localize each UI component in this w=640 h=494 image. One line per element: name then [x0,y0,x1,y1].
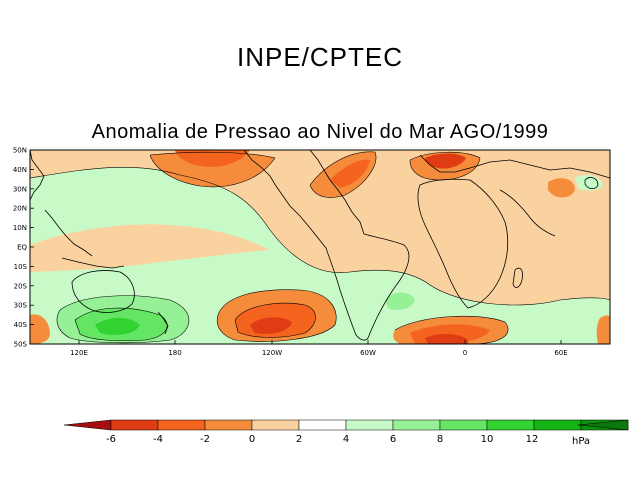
contour-lines [30,151,610,344]
colorbar-tick-label: 10 [481,434,494,445]
colorbar-segment [345,419,394,431]
colorbar-tick-label: 2 [296,434,302,445]
longitude-labels: 120E 180 120W 60W 0 60E [70,349,568,357]
madagascar [512,267,523,288]
lat-label: 40S [14,321,28,329]
colorbar-segment [486,419,535,431]
eurasia [419,154,610,179]
colorbar-segment [577,419,629,431]
neg-anomaly-tasman-core [95,317,140,335]
pos-anomaly-europe-core [425,153,466,169]
lon-label: 0 [463,349,467,357]
lat-label: 20N [13,205,27,213]
colorbar-tick-label: 4 [343,434,349,445]
colorbar: -6 -4 -2 0 2 4 6 8 10 12 hPa [63,419,629,447]
colorbar-tick-label: -2 [200,434,210,445]
colorbar-tick-label: 0 [249,434,255,445]
lat-label: 40N [13,166,27,174]
neg-anomaly-asia-small [575,174,603,191]
lat-label: 30N [13,185,27,193]
map-title: Anomalia de Pressao ao Nivel do Mar AGO/… [91,121,549,143]
colorbar-tick-label: 12 [526,434,539,445]
lon-label: 60W [360,349,376,357]
se-asia-coast [44,209,93,257]
colorbar-tick-label: 8 [437,434,443,445]
latitude-labels: 50N 40N 30N 20N 10N EQ 10S 20S 30S 40S 5… [13,147,28,349]
lat-label: 30S [14,302,28,310]
colorbar-segments [63,419,629,431]
colorbar-units: hPa [572,436,590,447]
colorbar-segment [251,419,300,431]
coastlines [30,150,610,341]
pos-anomaly-north-atlantic-core [330,159,370,188]
pos-anomaly-asia [548,178,575,198]
lat-label: 10N [13,224,27,232]
lon-label: 120W [262,349,282,357]
pos-anomaly-west-pacific [30,224,270,272]
lat-label: 10S [14,263,28,271]
colorbar-segment [439,419,488,431]
lat-label: 50N [13,147,27,155]
australia [71,270,135,313]
indonesia [61,257,125,269]
lat-label: 50S [14,341,28,349]
colorbar-segment [392,419,441,431]
inland-sea [584,177,599,190]
neg-anomaly-north-pacific [77,187,208,215]
colorbar-segment [63,419,112,431]
colorbar-segment [298,419,347,431]
axis-ticks [30,149,562,345]
lon-label: 120E [70,349,88,357]
colorbar-tick-label: -6 [106,434,116,445]
north-america-west [243,150,327,249]
colorbar-segment [110,419,159,431]
pos-anomaly-north-pacific-core [175,150,250,167]
new-zealand [157,311,169,335]
lat-label: EQ [17,244,27,252]
pos-anomaly-north-pacific [150,152,275,187]
colorbar-tick-label: 6 [390,434,396,445]
colorbar-tick-label: -4 [153,434,163,445]
colorbar-segment [157,419,206,431]
south-america [325,233,410,341]
lon-label: 180 [168,349,181,357]
colorbar-segment [533,419,582,431]
colorbar-segment [204,419,253,431]
header-title: INPE/CPTEC [236,42,404,72]
pos-anomaly-south-atlantic-core [425,334,468,344]
anomaly-field [30,150,610,344]
neg-anomaly-south-atlantic-small [385,292,415,310]
africa [417,178,509,309]
colorbar-labels: -6 -4 -2 0 2 4 6 8 10 12 hPa [106,434,590,447]
pos-anomaly-indian-west [30,314,50,344]
lat-label: 20S [14,282,28,290]
lon-label: 60E [554,349,567,357]
north-america-east [309,150,365,235]
pos-anomaly-south-pacific-core [250,317,292,334]
pos-anomaly-indian-east [596,315,610,344]
asia-coast [30,150,45,201]
arabia-india [499,189,556,237]
